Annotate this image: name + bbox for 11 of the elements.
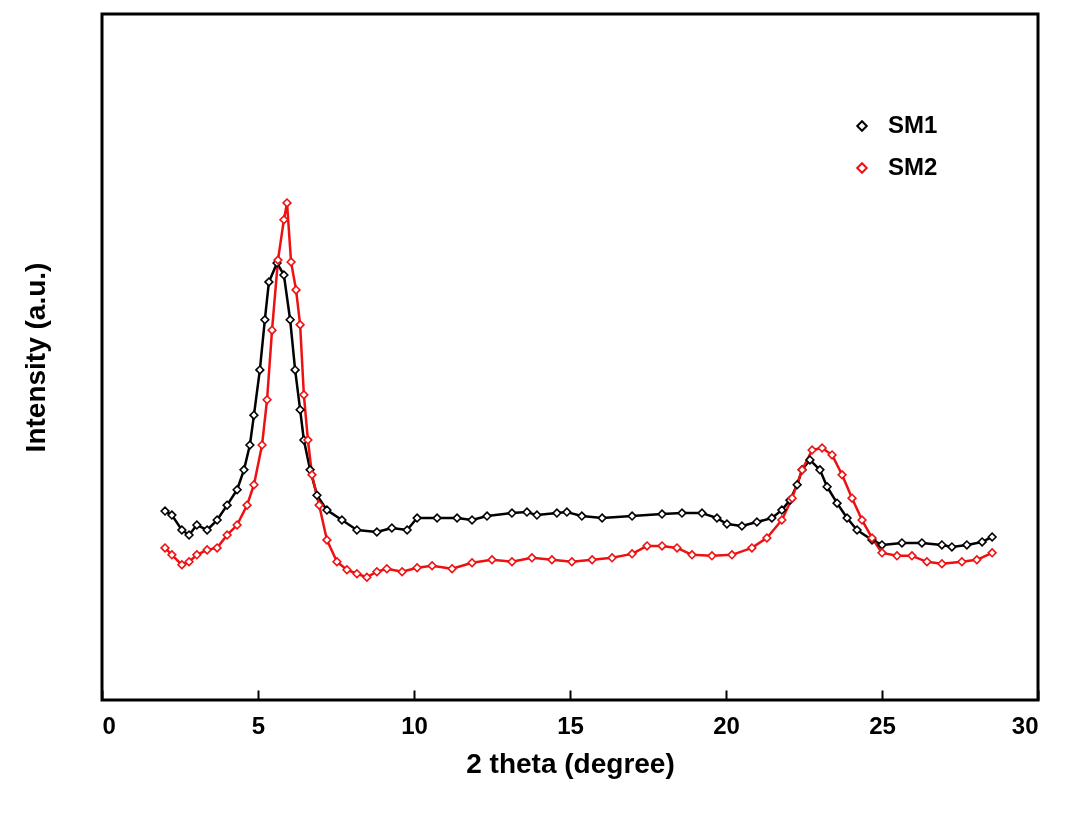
x-tick-label: 30 — [1011, 711, 1039, 739]
x-axis-title: 2 theta (degree) — [466, 747, 675, 779]
x-tick-label: 15 — [557, 711, 584, 739]
x-tick-label: 10 — [401, 711, 428, 739]
legend-label: SM1 — [888, 111, 938, 138]
y-axis-title: Intensity (a.u.) — [19, 262, 51, 453]
x-tick-label: 5 — [251, 711, 266, 739]
legend-label: SM2 — [888, 153, 938, 180]
x-tick-label: 0 — [102, 711, 116, 739]
x-tick-label: 25 — [869, 711, 896, 739]
x-tick-label: 20 — [713, 711, 740, 739]
